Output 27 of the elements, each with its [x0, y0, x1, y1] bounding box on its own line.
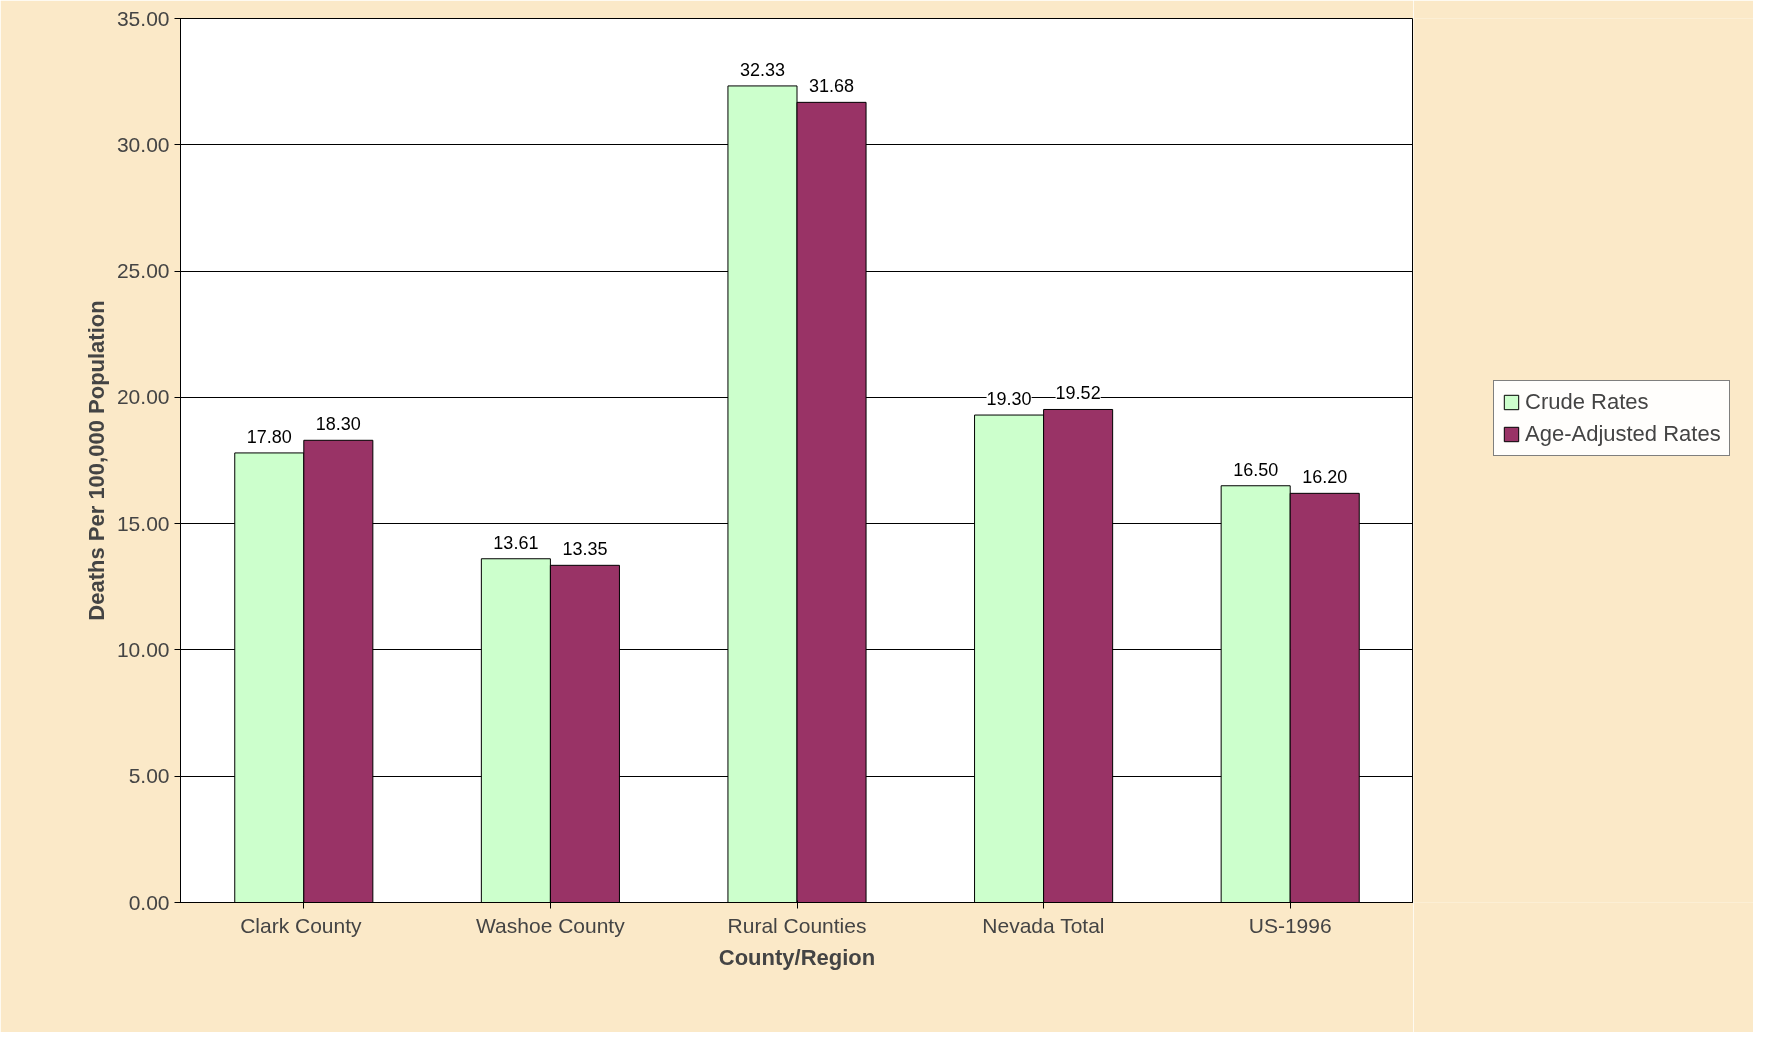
data-label: 19.30 [986, 389, 1032, 410]
x-tick-label: Rural Counties [727, 913, 867, 937]
data-label: 13.35 [562, 539, 608, 560]
data-label: 19.52 [1055, 383, 1101, 404]
y-tick-label: 30.00 [116, 132, 170, 156]
data-label: 31.68 [809, 76, 855, 97]
y-axis-title: Deaths Per 100,000 Population [83, 300, 109, 621]
x-tick-label: Nevada Total [982, 913, 1105, 937]
data-label: 13.61 [493, 532, 539, 553]
y-tick-label: 10.00 [116, 637, 170, 661]
y-tick-label: 5.00 [128, 764, 170, 788]
data-label: 17.80 [246, 426, 292, 447]
y-tick-label: 0.00 [128, 890, 170, 914]
data-label: 32.33 [739, 59, 785, 80]
legend-label: Age-Adjusted Rates [1525, 421, 1721, 447]
x-tick-label: Clark County [240, 913, 363, 937]
y-tick-label: 15.00 [116, 511, 170, 535]
legend-label: Crude Rates [1525, 389, 1649, 415]
data-label: 18.30 [315, 414, 361, 435]
x-tick-label: US-1996 [1248, 913, 1332, 937]
x-tick-label: Washoe County [476, 913, 626, 937]
x-axis-title: County/Region [718, 944, 876, 970]
data-label: 16.50 [1233, 459, 1279, 480]
y-tick-label: 25.00 [116, 259, 170, 283]
data-label: 16.20 [1302, 467, 1348, 488]
y-tick-label: 20.00 [116, 385, 170, 409]
y-tick-label: 35.00 [116, 6, 170, 30]
